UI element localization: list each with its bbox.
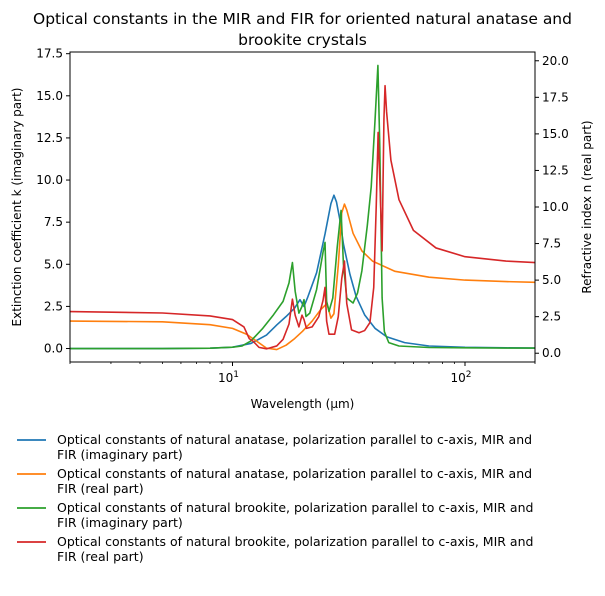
series-line-1	[70, 194, 536, 350]
y-right-tick-label: 12.5	[542, 163, 569, 177]
series-lines	[69, 64, 536, 351]
chart-title-line: brookite crystals	[238, 31, 367, 49]
y-left-tick-label: 12.5	[36, 131, 63, 145]
chart-title-line: Optical constants in the MIR and FIR for…	[33, 10, 572, 28]
series-line-3	[70, 64, 535, 350]
y-right-tick-label: 17.5	[542, 90, 569, 104]
x-tick-label: 102	[451, 370, 472, 385]
y-left-tick-label: 10.0	[36, 173, 63, 187]
axes: 101 102 0.0 2.5 5.0 7.5 10.0 12.5 15.0 17.5 0.0 2.5…	[10, 47, 594, 411]
y-right-tick-label: 20.0	[542, 54, 569, 68]
y-left-axis-label: Extinction coefficient k (imaginary part…	[10, 88, 24, 327]
series-line-4	[69, 84, 536, 350]
y-left-tick-label: 15.0	[36, 89, 63, 103]
legend: Optical constants of natural anatase, po…	[17, 432, 533, 564]
series-line-2	[69, 203, 536, 351]
y-left-tick-label: 0.0	[44, 342, 63, 356]
y-right-tick-label: 0.0	[542, 346, 561, 360]
y-right-tick-label: 10.0	[542, 200, 569, 214]
chart-title: Optical constants in the MIR and FIR for…	[33, 10, 572, 49]
legend-label: Optical constants of natural brookite, p…	[57, 500, 533, 530]
legend-item: Optical constants of natural anatase, po…	[17, 432, 532, 462]
y-right-tick-label: 2.5	[542, 310, 561, 324]
y-right-tick-label: 5.0	[542, 273, 561, 287]
legend-item: Optical constants of natural anatase, po…	[17, 466, 532, 496]
y-left-tick-label: 17.5	[36, 47, 63, 61]
legend-item: Optical constants of natural brookite, p…	[17, 500, 533, 530]
y-left-tick-label: 2.5	[44, 299, 63, 313]
legend-label: Optical constants of natural brookite, p…	[57, 534, 533, 564]
y-left-tick-label: 5.0	[44, 257, 63, 271]
legend-item: Optical constants of natural brookite, p…	[17, 534, 533, 564]
legend-label: Optical constants of natural anatase, po…	[57, 466, 532, 496]
x-tick-label: 101	[218, 370, 239, 385]
y-right-tick-label: 15.0	[542, 127, 569, 141]
y-left-tick-label: 7.5	[44, 215, 63, 229]
y-right-axis-label: Refractive index n (real part)	[580, 120, 594, 293]
y-right-tick-label: 7.5	[542, 237, 561, 251]
x-axis-label: Wavelength (μm)	[251, 397, 355, 411]
legend-label: Optical constants of natural anatase, po…	[57, 432, 532, 462]
